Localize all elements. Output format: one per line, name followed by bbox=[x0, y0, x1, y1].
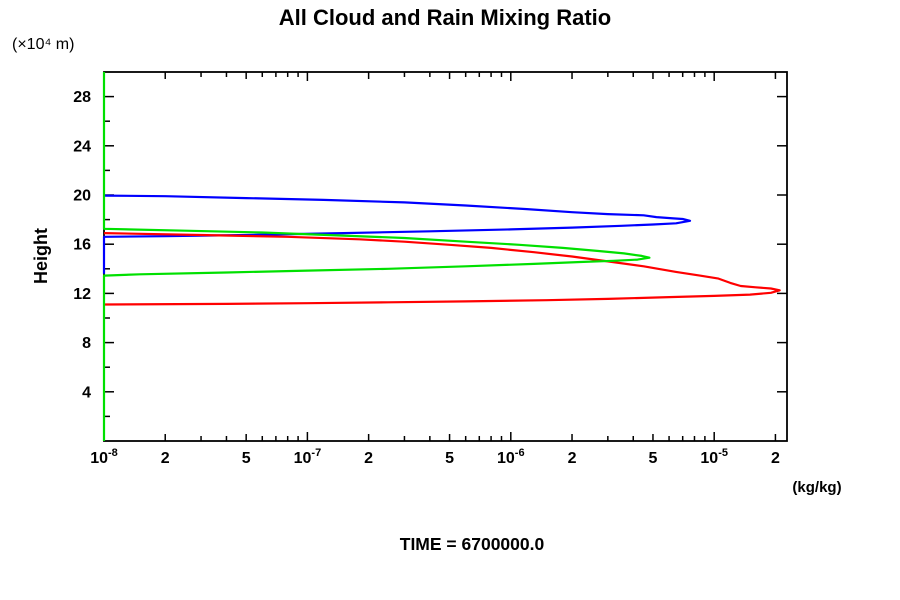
chart-title: All Cloud and Rain Mixing Ratio bbox=[279, 5, 611, 30]
curve-blue bbox=[102, 194, 692, 274]
y-axis-tick-label: 24 bbox=[73, 138, 91, 155]
x-axis-tick-label: 10-7 bbox=[294, 447, 322, 467]
y-axis-tick-label: 8 bbox=[82, 335, 91, 352]
x-axis-tick-label: 10-8 bbox=[90, 447, 118, 467]
x-axis-tick-label: 5 bbox=[649, 450, 658, 467]
curve-green bbox=[102, 72, 651, 441]
x-axis-tick-label: 2 bbox=[771, 450, 780, 467]
x-axis-tick-label: 2 bbox=[161, 450, 170, 467]
plot-border bbox=[103, 71, 788, 442]
y-axis-title: Height bbox=[31, 228, 51, 284]
x-axis-tick-label: 10-5 bbox=[700, 447, 728, 467]
x-axis-tick-label: 2 bbox=[568, 450, 577, 467]
plot-curves bbox=[102, 72, 781, 441]
x-axis-unit-label: (kg/kg) bbox=[792, 479, 841, 496]
y-axis-unit-label: (×10⁴ m) bbox=[12, 36, 74, 53]
y-axis-tick-label: 12 bbox=[73, 286, 91, 303]
y-axis-tick-label: 16 bbox=[73, 237, 91, 254]
x-axis-tick-label: 10-6 bbox=[497, 447, 525, 467]
y-axis-tick-label: 4 bbox=[82, 384, 91, 401]
y-axis-tick-label: 20 bbox=[73, 188, 91, 205]
x-axis-tick-label: 2 bbox=[364, 450, 373, 467]
curve-red bbox=[103, 232, 781, 306]
x-axis-tick-label: 5 bbox=[242, 450, 251, 467]
y-axis-tick-label: 28 bbox=[73, 89, 91, 106]
time-label: TIME = 6700000.0 bbox=[400, 534, 545, 554]
x-axis-tick-label: 5 bbox=[445, 450, 454, 467]
